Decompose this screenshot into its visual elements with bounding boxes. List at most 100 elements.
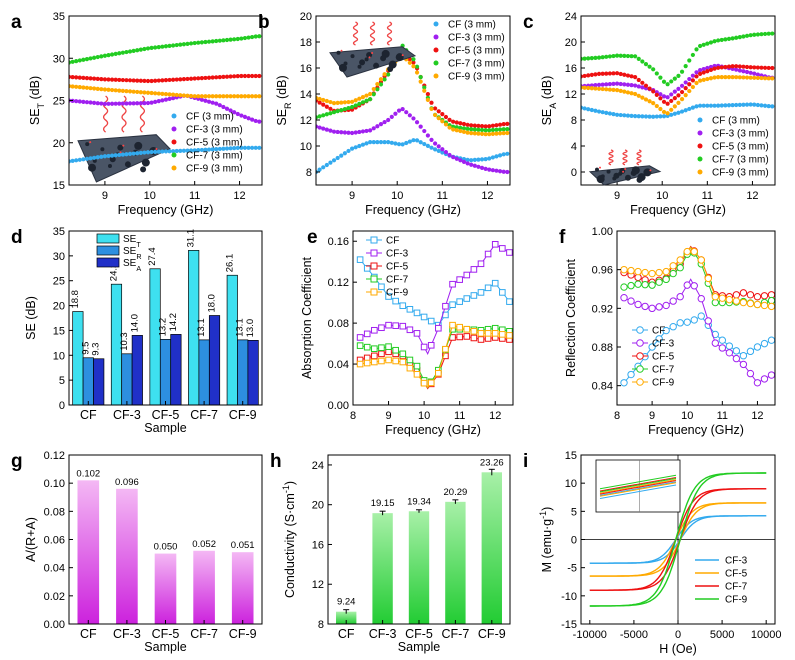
y-axis-label: Conductivity (S·cm-1) <box>281 481 297 598</box>
point-cf <box>741 102 746 107</box>
x-tick-label: 11 <box>702 190 713 202</box>
point-cf <box>766 104 771 109</box>
point-cf <box>506 298 513 305</box>
point-cf <box>614 112 620 117</box>
point-cf-5 <box>708 67 714 73</box>
point-cf-5 <box>174 77 179 82</box>
point-cf-5 <box>411 60 416 65</box>
point-cf-3 <box>505 169 510 175</box>
point-cf-7 <box>156 44 161 50</box>
point-cf-5 <box>465 122 470 127</box>
point-cf-9 <box>655 268 663 277</box>
y-tick-label: 0.08 <box>44 506 65 518</box>
point-cf <box>77 157 82 162</box>
point-cf-9 <box>582 85 587 90</box>
point-cf-9 <box>690 84 695 90</box>
point-cf <box>718 336 727 344</box>
point-cf-3 <box>418 124 423 129</box>
point-cf-7 <box>582 56 587 61</box>
point-cf-5 <box>746 291 755 299</box>
point-cf <box>669 112 674 117</box>
point-cf-9 <box>174 92 179 98</box>
plot-area <box>581 31 775 119</box>
point-cf <box>465 157 470 163</box>
point-cf <box>425 143 430 148</box>
point-cf-5 <box>210 75 215 80</box>
point-cf-3 <box>389 114 394 119</box>
point-cf-3 <box>443 150 449 155</box>
point-cf <box>683 318 691 326</box>
inset-curve <box>599 479 677 494</box>
point-cf-3 <box>465 161 470 166</box>
point-cf <box>483 157 488 162</box>
point-cf <box>203 147 208 152</box>
point-cf-5 <box>221 74 226 80</box>
x-tick-label: 9 <box>614 190 620 202</box>
point-cf-9 <box>328 99 333 105</box>
legend-label: SEA <box>123 258 141 273</box>
legend-marker <box>171 152 177 158</box>
point-cf <box>342 151 347 156</box>
x-tick-label: CF <box>338 627 355 641</box>
point-cf <box>494 154 499 159</box>
point-cf-3 <box>629 83 634 88</box>
y-tick-label: 25 <box>53 96 65 108</box>
point-cf-9 <box>149 90 154 96</box>
plot-frame <box>352 230 514 406</box>
point-cf-3 <box>732 354 741 363</box>
point-cf-5 <box>600 71 605 76</box>
y-tick-label: 10 <box>53 350 65 362</box>
wave-arrow <box>121 95 127 133</box>
y-tick-label: 12 <box>565 89 577 101</box>
point-cf-5 <box>436 109 441 114</box>
x-tick-label: 8 <box>614 410 620 422</box>
y-tick-label: 12 <box>312 579 324 591</box>
y-tick-label: 0.08 <box>328 318 349 330</box>
point-cf-9 <box>447 125 452 130</box>
point-cf-3 <box>734 67 739 72</box>
point-cf <box>142 150 147 155</box>
point-cf-7 <box>246 35 251 40</box>
point-cf-3 <box>131 101 136 106</box>
point-cf <box>698 103 703 108</box>
data-label: 26.1 <box>224 254 235 273</box>
point-cf-5 <box>586 73 591 78</box>
point-cf <box>113 153 118 158</box>
point-cf <box>629 113 634 118</box>
point-cf-7 <box>385 343 392 350</box>
point-cf-7 <box>734 35 739 40</box>
point-cf-5 <box>440 112 445 117</box>
foam-particle <box>155 147 158 150</box>
x-tick-label: CF-9 <box>229 408 257 422</box>
point-cf-7 <box>683 64 688 69</box>
y-axis-label: Absorption Coefficient <box>300 256 314 379</box>
point-cf <box>737 102 742 107</box>
point-cf-7 <box>744 33 750 38</box>
y-tick-label: -5 <box>567 563 577 575</box>
point-cf-9 <box>113 88 118 93</box>
point-cf-9 <box>206 94 212 99</box>
point-cf-7 <box>465 126 470 131</box>
point-cf-9 <box>741 75 746 80</box>
legend-marker <box>636 352 644 360</box>
point-cf-9 <box>662 267 670 276</box>
y-tick-label: 20 <box>300 11 312 23</box>
x-tick-label: 5000 <box>710 629 734 641</box>
x-axis-label: Sample <box>398 640 440 654</box>
point-cf-7 <box>627 281 635 290</box>
point-cf <box>393 141 398 146</box>
point-cf-5 <box>456 333 463 341</box>
point-cf-7 <box>494 127 499 132</box>
line-cf-3 <box>359 243 510 355</box>
y-tick-label: 0 <box>571 535 577 547</box>
data-label: 9.3 <box>91 343 102 356</box>
point-cf-9 <box>477 330 485 337</box>
x-tick-label: CF-3 <box>369 627 397 641</box>
point-cf-3 <box>335 129 340 135</box>
panel-label-f: f <box>559 227 566 248</box>
point-cf <box>672 111 677 116</box>
point-cf-9 <box>371 358 378 366</box>
point-cf-5 <box>744 64 750 70</box>
point-cf-7 <box>120 50 125 55</box>
point-cf <box>607 111 612 116</box>
